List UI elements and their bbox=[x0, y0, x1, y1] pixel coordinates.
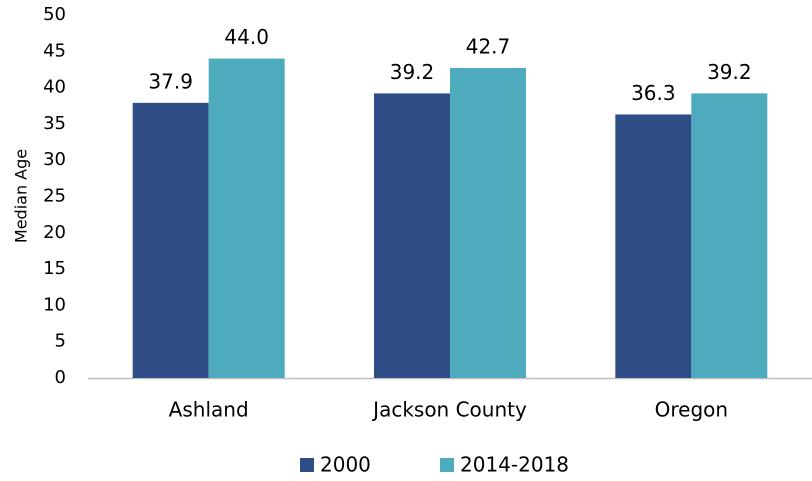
legend-label: 2000 bbox=[320, 453, 371, 477]
y-tick-label: 15 bbox=[43, 258, 66, 279]
legend-label: 2014-2018 bbox=[460, 453, 569, 477]
bar bbox=[374, 93, 450, 379]
y-tick-label: 10 bbox=[43, 294, 66, 315]
bar bbox=[691, 93, 768, 379]
value-label: 39.2 bbox=[707, 60, 752, 84]
y-tick-label: 40 bbox=[43, 77, 66, 98]
bar bbox=[615, 114, 692, 378]
bar bbox=[132, 102, 209, 378]
y-tick-label: 0 bbox=[55, 367, 66, 388]
y-tick-label: 25 bbox=[43, 186, 66, 207]
value-label: 36.3 bbox=[631, 81, 676, 105]
y-tick-label: 50 bbox=[43, 4, 66, 25]
y-tick-label: 30 bbox=[43, 149, 66, 170]
bar bbox=[208, 58, 285, 379]
y-tick-label: 45 bbox=[43, 40, 66, 61]
legend-swatch bbox=[300, 458, 314, 472]
value-label: 42.7 bbox=[466, 34, 511, 58]
value-label: 39.2 bbox=[390, 60, 435, 84]
x-tick-label: Oregon bbox=[655, 398, 728, 422]
x-tick-label: Jackson County bbox=[371, 398, 527, 422]
y-axis-label: Median Age bbox=[12, 149, 31, 243]
bar bbox=[450, 67, 526, 379]
y-tick-label: 35 bbox=[43, 113, 66, 134]
value-label: 44.0 bbox=[224, 25, 269, 49]
y-tick-label: 20 bbox=[43, 222, 66, 243]
y-tick-label: 5 bbox=[55, 331, 66, 352]
legend-swatch bbox=[440, 458, 454, 472]
x-tick-label: Ashland bbox=[169, 398, 249, 422]
value-label: 37.9 bbox=[148, 69, 193, 93]
